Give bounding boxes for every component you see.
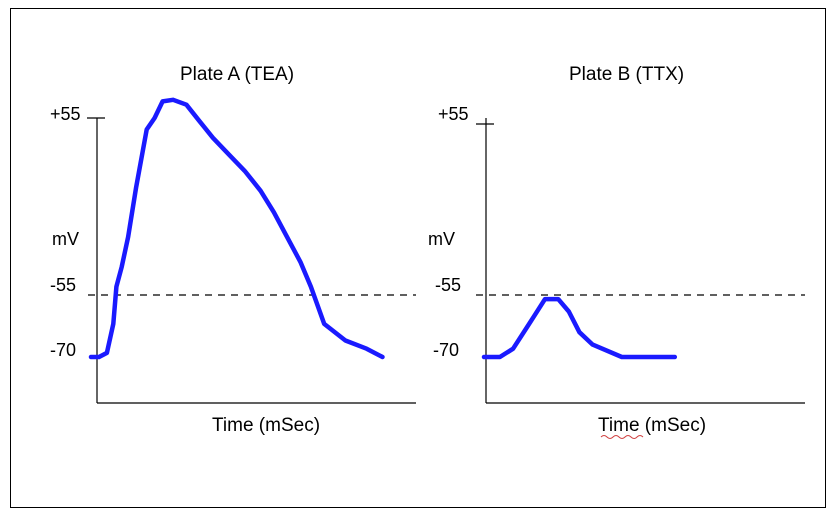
chart-a-y-label: mV bbox=[52, 229, 79, 249]
chart-b-x-label: Time (mSec) bbox=[598, 415, 706, 436]
figure-svg: Plate A (TEA) +55 mV -55 -70 Time (mSec)… bbox=[50, 64, 805, 439]
chart-a-tick-label-threshold: -55 bbox=[50, 275, 76, 295]
chart-b-title: Plate B (TTX) bbox=[569, 64, 684, 85]
chart-b-y-label: mV bbox=[428, 229, 455, 249]
spellcheck-underline bbox=[600, 435, 644, 439]
chart-a-series-line bbox=[88, 97, 385, 360]
chart-b-tick-label-rest: -70 bbox=[433, 340, 459, 360]
chart-a-tick-label-top: +55 bbox=[50, 104, 81, 124]
chart-a-tick-label-rest: -70 bbox=[50, 340, 76, 360]
chart-b-tick-label-top: +55 bbox=[438, 104, 469, 124]
chart-a-x-label: Time (mSec) bbox=[212, 415, 320, 436]
chart-b-tick-label-threshold: -55 bbox=[435, 275, 461, 295]
panel-plate-b: Plate B (TTX) +55 mV -55 -70 Time (mSec) bbox=[428, 64, 805, 439]
chart-a-title: Plate A (TEA) bbox=[180, 64, 294, 85]
figure-frame bbox=[10, 8, 826, 508]
panel-plate-a: Plate A (TEA) +55 mV -55 -70 Time (mSec) bbox=[50, 64, 416, 436]
chart-b-series-line bbox=[481, 296, 678, 360]
